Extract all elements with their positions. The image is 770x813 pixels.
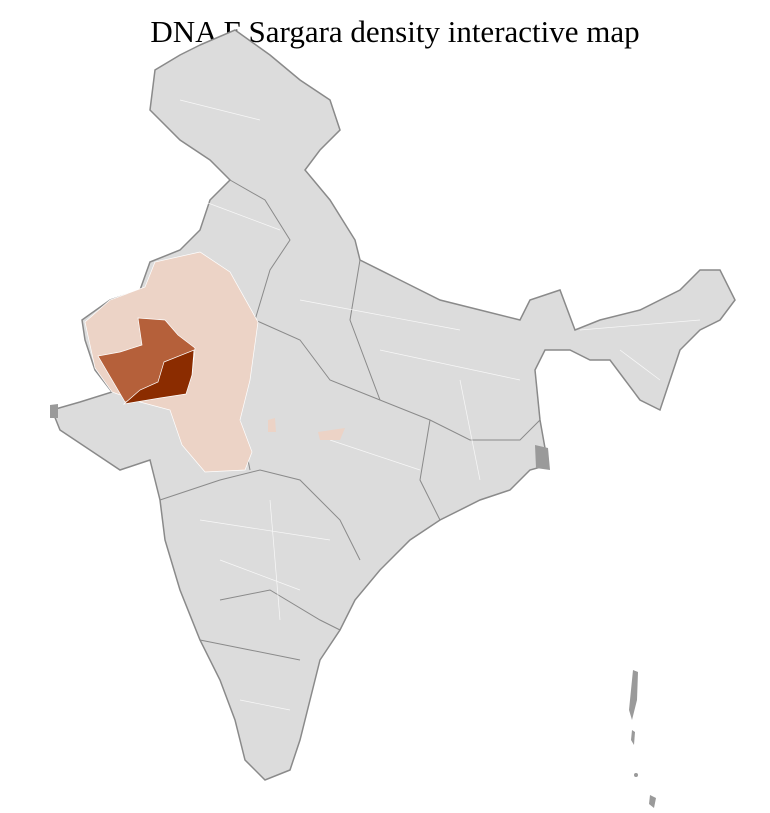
region-high-density[interactable] <box>122 349 195 405</box>
region-low-density[interactable] <box>268 418 276 432</box>
region-low-density[interactable] <box>318 428 345 440</box>
district-borders <box>179 99 701 711</box>
sundarbans-coast <box>535 445 550 470</box>
andaman-nicobar-islands[interactable] <box>629 670 656 808</box>
gujarat-coast <box>50 404 58 418</box>
